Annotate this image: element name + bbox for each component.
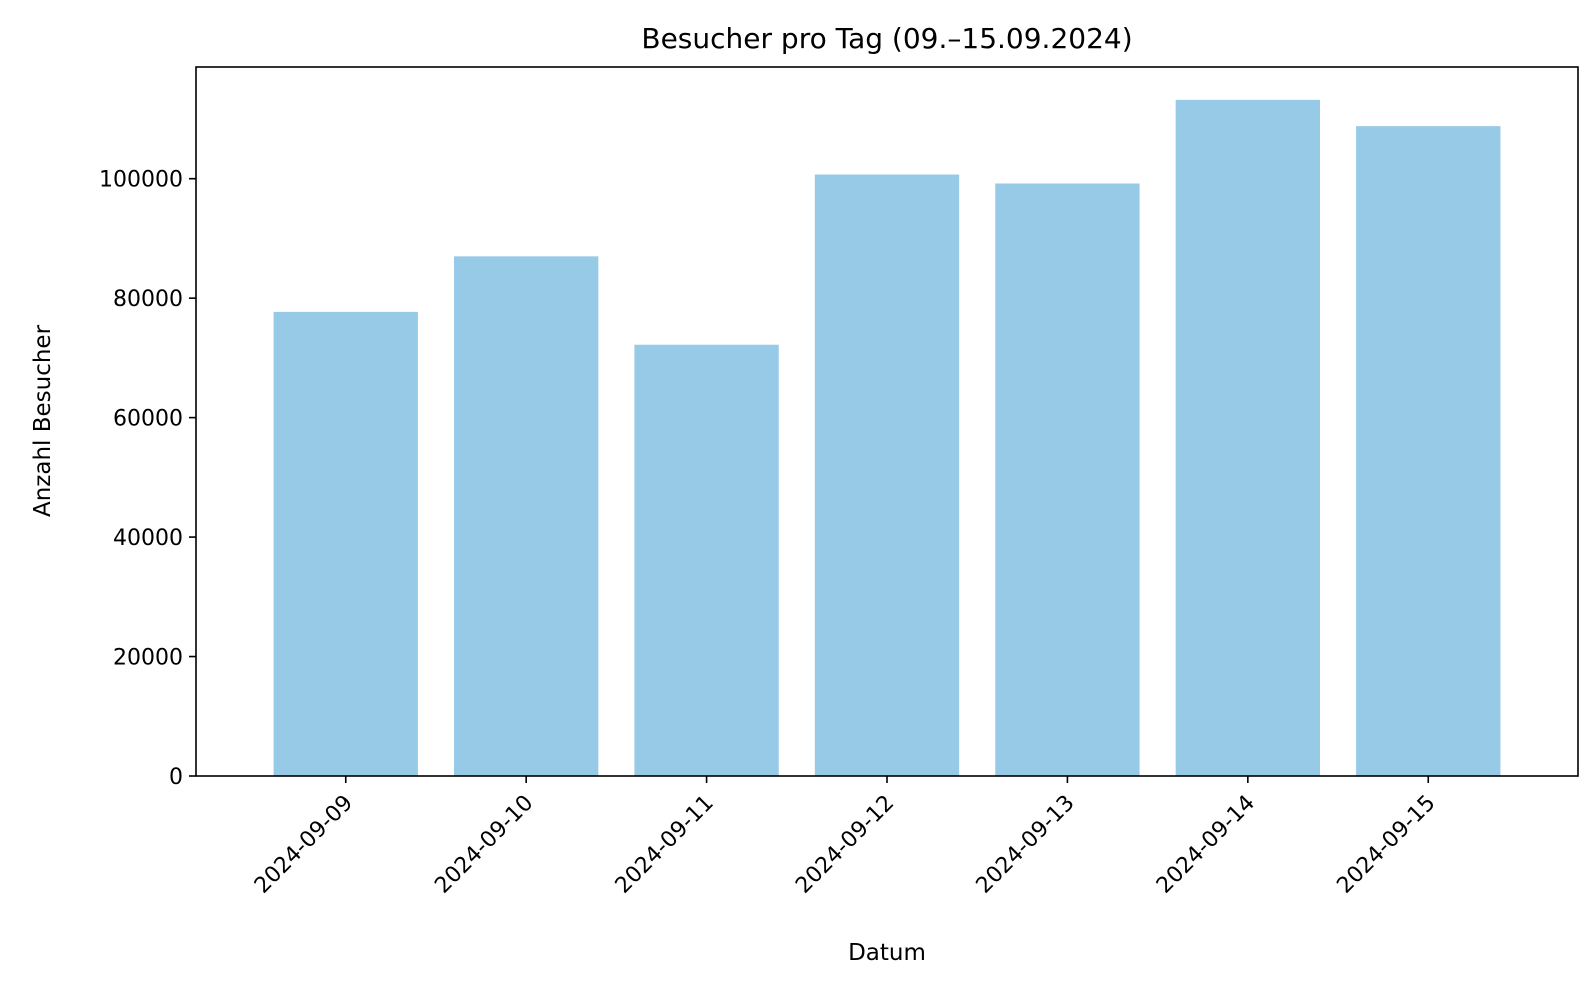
bars-group [273, 99, 1501, 776]
x-tick-label: 2024-09-12 [791, 791, 899, 899]
bar-2024-09-14 [1175, 99, 1321, 776]
bar-2024-09-11 [634, 344, 779, 776]
x-tick-label: 2024-09-13 [972, 791, 1080, 899]
x-tick-label: 2024-09-14 [1152, 791, 1260, 899]
x-axis-ticks: 2024-09-09 2024-09-10 2024-09-11 2024-09-12… [250, 776, 1440, 899]
y-axis-ticks: 0 20000 40000 60000 80000 100000 [99, 168, 196, 790]
x-tick-label: 2024-09-10 [430, 791, 538, 899]
bar-2024-09-10 [453, 256, 599, 776]
bar-2024-09-12 [814, 174, 960, 776]
bar-2024-09-09 [273, 311, 418, 776]
x-tick-label: 2024-09-09 [250, 791, 358, 899]
plot-frame [195, 66, 1579, 777]
x-tick-label: 2024-09-11 [611, 791, 719, 899]
bar-2024-09-15 [1356, 126, 1501, 776]
y-axis-label: Anzahl Besucher [30, 324, 56, 517]
x-tick-label: 2024-09-15 [1332, 791, 1440, 899]
y-tick-label: 0 [169, 765, 183, 790]
x-axis-label: Datum [848, 940, 926, 966]
y-tick-label: 40000 [113, 526, 183, 551]
chart-title: Besucher pro Tag (09.–15.09.2024) [641, 22, 1132, 55]
y-tick-label: 20000 [113, 646, 183, 671]
y-tick-label: 100000 [99, 168, 183, 193]
bar-2024-09-13 [995, 183, 1140, 776]
y-tick-label: 60000 [113, 407, 183, 432]
y-tick-label: 80000 [113, 287, 183, 312]
